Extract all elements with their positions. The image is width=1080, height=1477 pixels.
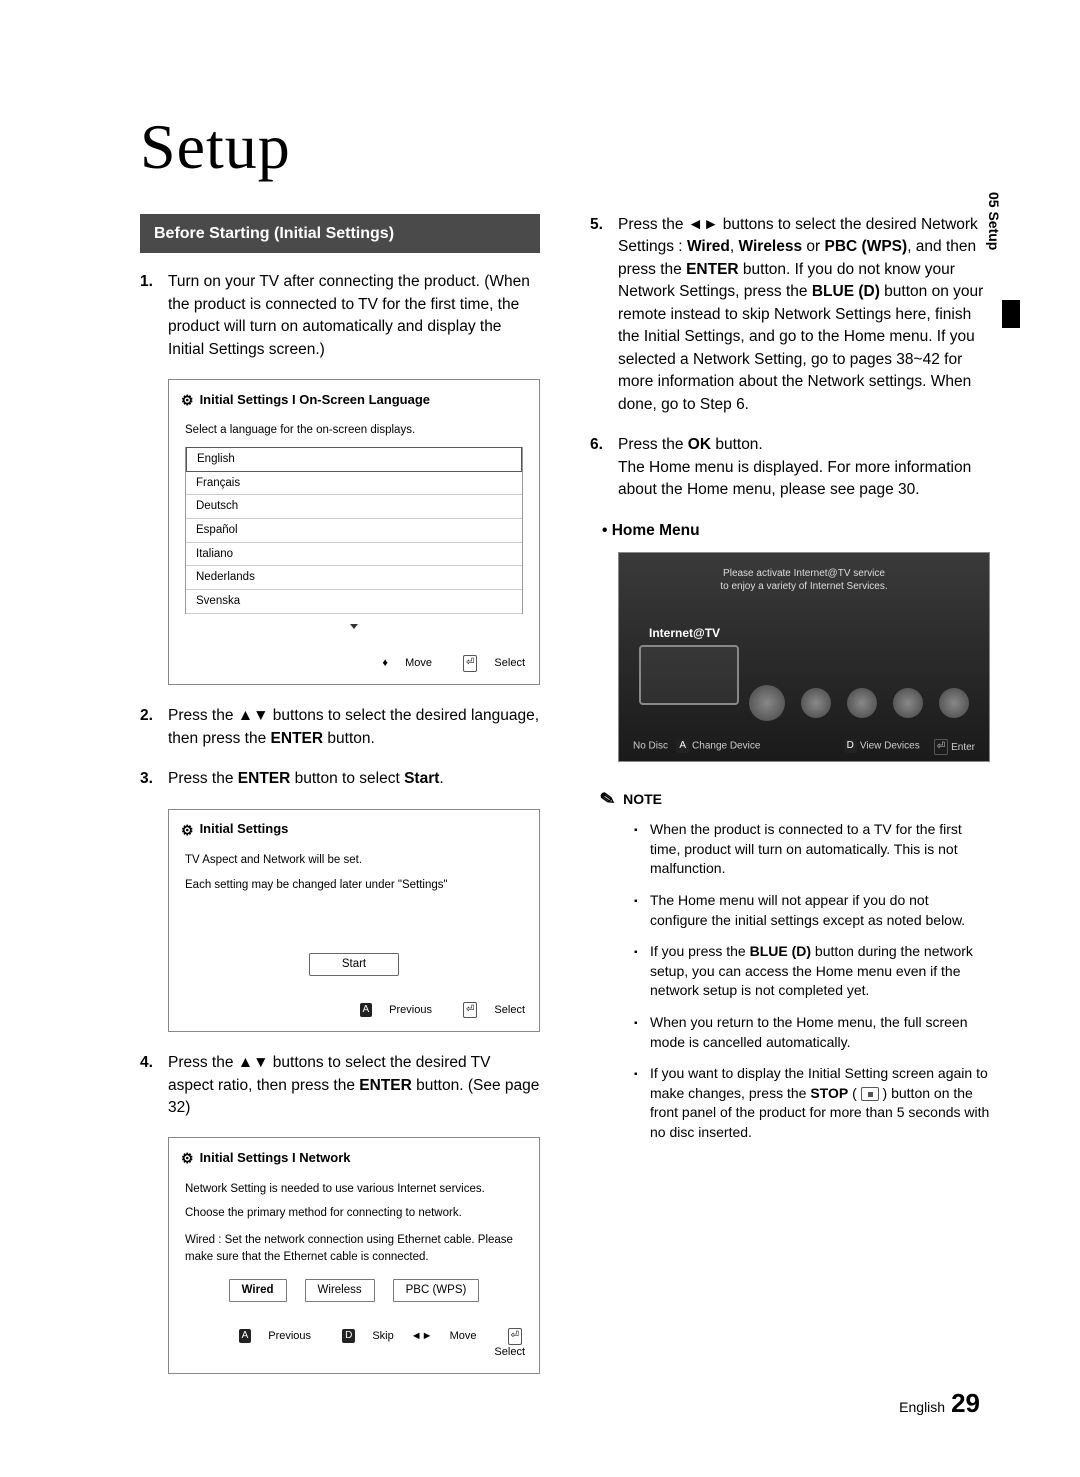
osd-foot-move: ♦ Move: [382, 657, 432, 669]
network-pbc-button[interactable]: PBC (WPS): [393, 1279, 480, 1302]
lang-italiano[interactable]: Italiano: [186, 543, 522, 567]
key-a-badge: A: [676, 739, 689, 753]
note-icon: ✎: [598, 785, 617, 813]
settings-icon: [939, 688, 969, 718]
home-foot-change: Change Device: [692, 740, 760, 751]
lang-espanol[interactable]: Español: [186, 519, 522, 543]
step-6: Press the OK button. The Home menu is di…: [590, 434, 990, 501]
lang-deutsch[interactable]: Deutsch: [186, 495, 522, 519]
osd-language: ⚙ Initial Settings I On-Screen Language S…: [168, 379, 540, 685]
osd-initial-title: Initial Settings: [200, 820, 289, 839]
step-2: Press the ▲▼ buttons to select the desir…: [140, 705, 540, 750]
osd-foot-move: ◄► Move: [411, 1330, 477, 1342]
chevron-down-icon: [350, 624, 358, 629]
home-msg-2: to enjoy a variety of Internet Services.: [720, 581, 887, 592]
home-msg-1: Please activate Internet@TV service: [723, 568, 885, 579]
section-header: Before Starting (Initial Settings): [140, 214, 540, 253]
osd-foot-select: ⏎Select: [480, 1330, 525, 1358]
note-heading: ✎NOTE: [600, 786, 990, 812]
gear-icon: ⚙: [181, 820, 194, 840]
network-wired-button[interactable]: Wired: [229, 1279, 287, 1302]
note-1: When the product is connected to a TV fo…: [634, 820, 990, 879]
note-5: If you want to display the Initial Setti…: [634, 1064, 990, 1142]
step-4: Press the ▲▼ buttons to select the desir…: [140, 1052, 540, 1119]
home-foot-view: View Devices: [860, 740, 920, 751]
gear-icon: ⚙: [181, 390, 194, 410]
osd-network-title: Initial Settings I Network: [200, 1149, 351, 1168]
osd-initial-line2: Each setting may be changed later under …: [185, 877, 523, 894]
language-list: English Français Deutsch Español Italian…: [185, 447, 523, 614]
note-3: If you press the BLUE (D) button during …: [634, 942, 990, 1001]
osd-network-line1: Network Setting is needed to use various…: [185, 1181, 523, 1198]
osd-language-title: Initial Settings I On-Screen Language: [200, 391, 430, 410]
page-title: Setup: [140, 110, 990, 184]
home-internet-tv-label: Internet@TV: [649, 625, 720, 642]
network-wireless-button[interactable]: Wireless: [305, 1279, 375, 1302]
step-5: Press the ◄► buttons to select the desir…: [590, 214, 990, 416]
note-2: The Home menu will not appear if you do …: [634, 891, 990, 930]
osd-foot-select: ⏎Select: [449, 657, 525, 669]
osd-initial: ⚙ Initial Settings TV Aspect and Network …: [168, 809, 540, 1032]
home-tv-panel: [639, 645, 739, 705]
note-4: When you return to the Home menu, the fu…: [634, 1013, 990, 1052]
osd-network-line2: Choose the primary method for connecting…: [185, 1205, 523, 1222]
key-d-badge: D: [844, 739, 857, 753]
stop-icon: [861, 1087, 879, 1101]
home-menu-heading: • Home Menu: [602, 520, 990, 542]
home-menu-mock: Please activate Internet@TV service to en…: [618, 552, 990, 762]
osd-foot-previous: APrevious: [346, 1004, 432, 1016]
right-column: Press the ◄► buttons to select the desir…: [590, 214, 990, 1394]
home-foot-enter: ⏎Enter: [934, 739, 975, 756]
music-icon: [847, 688, 877, 718]
lang-english[interactable]: English: [186, 447, 522, 472]
lang-francais[interactable]: Français: [186, 472, 522, 496]
page-footer: English29: [899, 1388, 980, 1419]
lang-nederlands[interactable]: Nederlands: [186, 566, 522, 590]
osd-language-prompt: Select a language for the on-screen disp…: [185, 422, 523, 439]
start-button[interactable]: Start: [309, 953, 399, 976]
photo-icon: [893, 688, 923, 718]
osd-initial-line1: TV Aspect and Network will be set.: [185, 852, 523, 869]
gear-icon: ⚙: [181, 1148, 194, 1168]
lang-svenska[interactable]: Svenska: [186, 590, 522, 614]
video-icon: [801, 688, 831, 718]
osd-foot-skip: DSkip: [328, 1330, 394, 1342]
step-1: Turn on your TV after connecting the pro…: [140, 271, 540, 361]
side-tab-marker: [1002, 300, 1020, 328]
home-foot-nodisc: No Disc: [633, 740, 668, 751]
left-column: Before Starting (Initial Settings) Turn …: [140, 214, 540, 1394]
step-3: Press the ENTER button to select Start.: [140, 768, 540, 790]
osd-network-wired-desc: Wired : Set the network connection using…: [185, 1232, 523, 1265]
disc-icon: [749, 685, 785, 721]
osd-foot-select: ⏎Select: [449, 1004, 525, 1016]
osd-foot-previous: APrevious: [225, 1330, 311, 1342]
home-icons: [749, 685, 969, 721]
osd-network: ⚙ Initial Settings I Network Network Sett…: [168, 1137, 540, 1374]
